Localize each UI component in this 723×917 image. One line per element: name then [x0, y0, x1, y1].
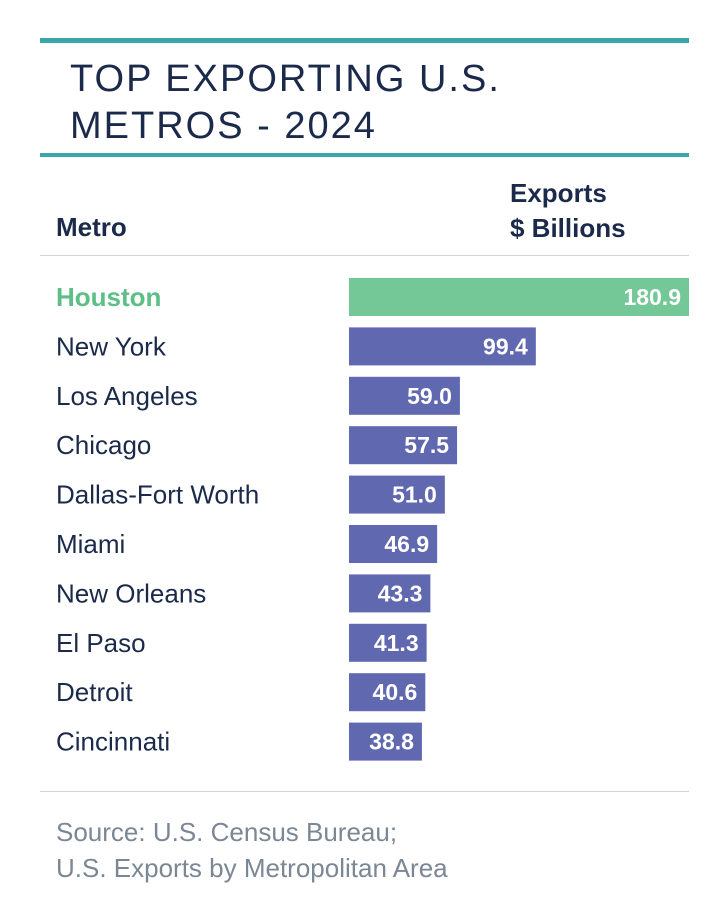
metro-label-chicago: Chicago: [56, 430, 151, 460]
exports-column-header-line1: Exports: [510, 178, 607, 208]
metro-label-new-york: New York: [56, 331, 167, 361]
bar-detroit: [349, 673, 426, 712]
chart-title-line2: METROS - 2024: [70, 105, 377, 147]
exports-column-header-line2: $ Billions: [510, 213, 626, 243]
source-line2: U.S. Exports by Metropolitan Area: [56, 853, 448, 883]
value-label-miami: 46.9: [384, 531, 429, 557]
top-rule: [40, 38, 689, 43]
value-label-chicago: 57.5: [404, 432, 449, 458]
source-note: Source: U.S. Census Bureau; U.S. Exports…: [56, 814, 448, 886]
exports-column-header: Exports $ Billions: [510, 176, 626, 246]
bar-dallas-fort-worth: [349, 475, 445, 514]
bar-new-york: [349, 327, 536, 366]
metro-label-houston: Houston: [56, 282, 161, 312]
value-label-cincinnati: 38.8: [369, 729, 414, 755]
value-label-dallas-fort-worth: 51.0: [392, 482, 437, 508]
bar-el-paso: [349, 623, 427, 662]
chart-title-line1: TOP EXPORTING U.S.: [70, 58, 501, 100]
value-label-los-angeles: 59.0: [407, 383, 452, 409]
bar-miami: [349, 525, 438, 563]
metro-label-cincinnati: Cincinnati: [56, 727, 170, 757]
value-label-new-york: 99.4: [483, 333, 528, 359]
source-line1: Source: U.S. Census Bureau;: [56, 817, 398, 847]
metro-column-header: Metro: [56, 212, 127, 242]
bar-houston: [349, 278, 689, 316]
bar-los-angeles: [349, 376, 460, 415]
header-divider: [40, 255, 689, 256]
metro-label-el-paso: El Paso: [56, 628, 146, 658]
value-label-new-orleans: 43.3: [378, 580, 423, 606]
footer-divider: [40, 791, 689, 792]
bar-chicago: [349, 426, 458, 465]
title-rule: [40, 153, 689, 157]
bar-cincinnati: [349, 722, 422, 761]
metro-label-detroit: Detroit: [56, 677, 133, 707]
metro-label-dallas-fort-worth: Dallas-Fort Worth: [56, 480, 259, 510]
value-label-el-paso: 41.3: [374, 630, 419, 656]
metro-label-miami: Miami: [56, 529, 125, 559]
metro-label-new-orleans: New Orleans: [56, 578, 206, 608]
metro-label-los-angeles: Los Angeles: [56, 381, 198, 411]
value-label-houston: 180.9: [623, 284, 681, 310]
value-label-detroit: 40.6: [373, 679, 418, 705]
chart-title: TOP EXPORTING U.S. METROS - 2024: [70, 56, 670, 150]
bar-new-orleans: [349, 574, 431, 613]
